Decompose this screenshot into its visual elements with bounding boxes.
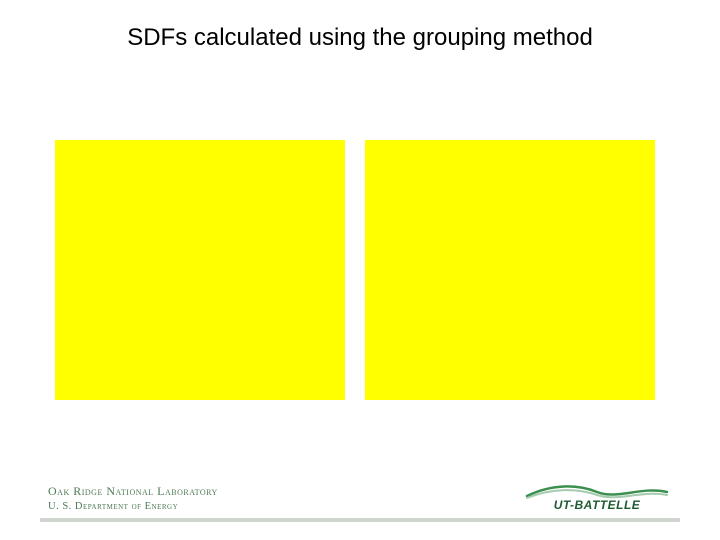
ornl-line-2: U. S. Department of Energy (48, 501, 218, 512)
content-panel-right (365, 140, 655, 400)
slide-title: SDFs calculated using the grouping metho… (0, 24, 720, 52)
ut-battelle-logo: UT-BATTELLE (522, 478, 672, 514)
ornl-logo-text: Oak Ridge National Laboratory U. S. Depa… (48, 484, 218, 512)
ut-battelle-text: UT-BATTELLE (522, 498, 672, 512)
footer-rule (40, 518, 680, 522)
content-panel-left (55, 140, 345, 400)
slide: SDFs calculated using the grouping metho… (0, 0, 720, 540)
footer: Oak Ridge National Laboratory U. S. Depa… (0, 466, 720, 522)
ornl-line-1: Oak Ridge National Laboratory (48, 484, 218, 499)
